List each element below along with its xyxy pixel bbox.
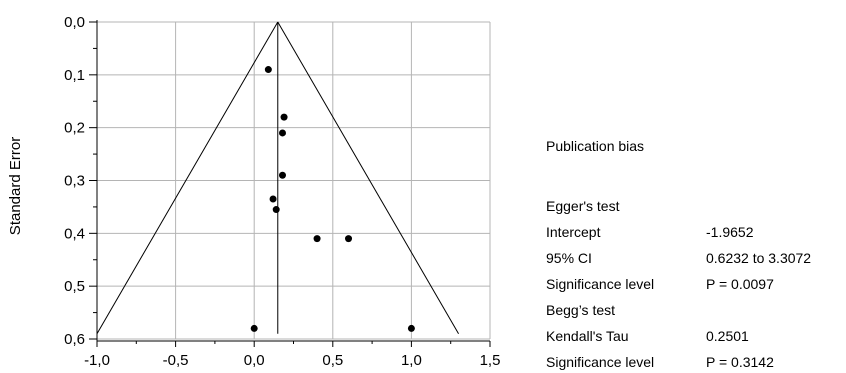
data-points — [250, 66, 415, 332]
data-point-2 — [278, 129, 286, 137]
data-point-7 — [345, 235, 353, 243]
intercept-label: Intercept — [546, 224, 601, 240]
funnel-left-line — [96, 21, 279, 334]
x-tick-label-1: -0,5 — [163, 352, 189, 369]
y-tick-label-2: 0,2 — [64, 120, 85, 137]
ci-label: 95% CI — [546, 250, 592, 266]
data-point-9 — [407, 324, 415, 332]
y-axis-label: Standard Error — [7, 137, 24, 235]
x-tick-label-0: -1,0 — [84, 352, 110, 369]
data-point-5 — [272, 206, 280, 214]
y-tick-label-0: 0,0 — [64, 14, 85, 31]
y-tick-label-5: 0,5 — [64, 278, 85, 295]
data-point-3 — [278, 171, 286, 179]
begg-test-title: Begg’s test — [546, 302, 616, 318]
begg-significance-value: P = 0.3142 — [706, 354, 774, 370]
publication-bias-heading: Publication bias — [546, 138, 645, 154]
data-point-6 — [313, 235, 321, 243]
y-tick-label-4: 0,4 — [64, 225, 85, 242]
data-point-1 — [280, 113, 288, 121]
egger-significance-value: P = 0.0097 — [706, 276, 774, 292]
y-tick-label-3: 0,3 — [64, 173, 85, 190]
tick-labels: 0,0 0,1 0,2 0,3 0,4 0,5 0,6 -1,0 -0,5 0,0 0,5 1,0 1,… — [64, 14, 500, 369]
grid-lines — [96, 21, 491, 340]
axes — [89, 20, 491, 347]
begg-significance-label: Significance level — [546, 354, 655, 370]
x-tick-label-5: 1,5 — [480, 352, 501, 369]
egger-significance-label: Significance level — [546, 276, 655, 292]
kendall-tau-label: Kendall's Tau — [546, 328, 629, 344]
funnel-plot: 0,0 0,1 0,2 0,3 0,4 0,5 0,6 -1,0 -0,5 0,0 0,5 1,0 1,… — [7, 14, 500, 369]
intercept-value: -1.9652 — [706, 224, 754, 240]
x-tick-label-3: 0,5 — [322, 352, 343, 369]
ci-value: 0.6232 to 3.3072 — [706, 250, 812, 266]
funnel-lines — [96, 21, 459, 334]
egger-test-title: Egger's test — [546, 198, 620, 214]
x-tick-label-4: 1,0 — [401, 352, 422, 369]
x-tick-label-2: 0,0 — [244, 352, 265, 369]
data-point-0 — [264, 66, 272, 74]
y-tick-label-1: 0,1 — [64, 67, 85, 84]
kendall-tau-value: 0.2501 — [706, 328, 749, 344]
publication-bias-panel: Publication bias Egger's test Intercept … — [546, 0, 846, 373]
data-point-4 — [269, 195, 277, 203]
data-point-8 — [250, 324, 258, 332]
funnel-right-line — [277, 21, 459, 334]
y-tick-label-6: 0,6 — [64, 331, 85, 348]
